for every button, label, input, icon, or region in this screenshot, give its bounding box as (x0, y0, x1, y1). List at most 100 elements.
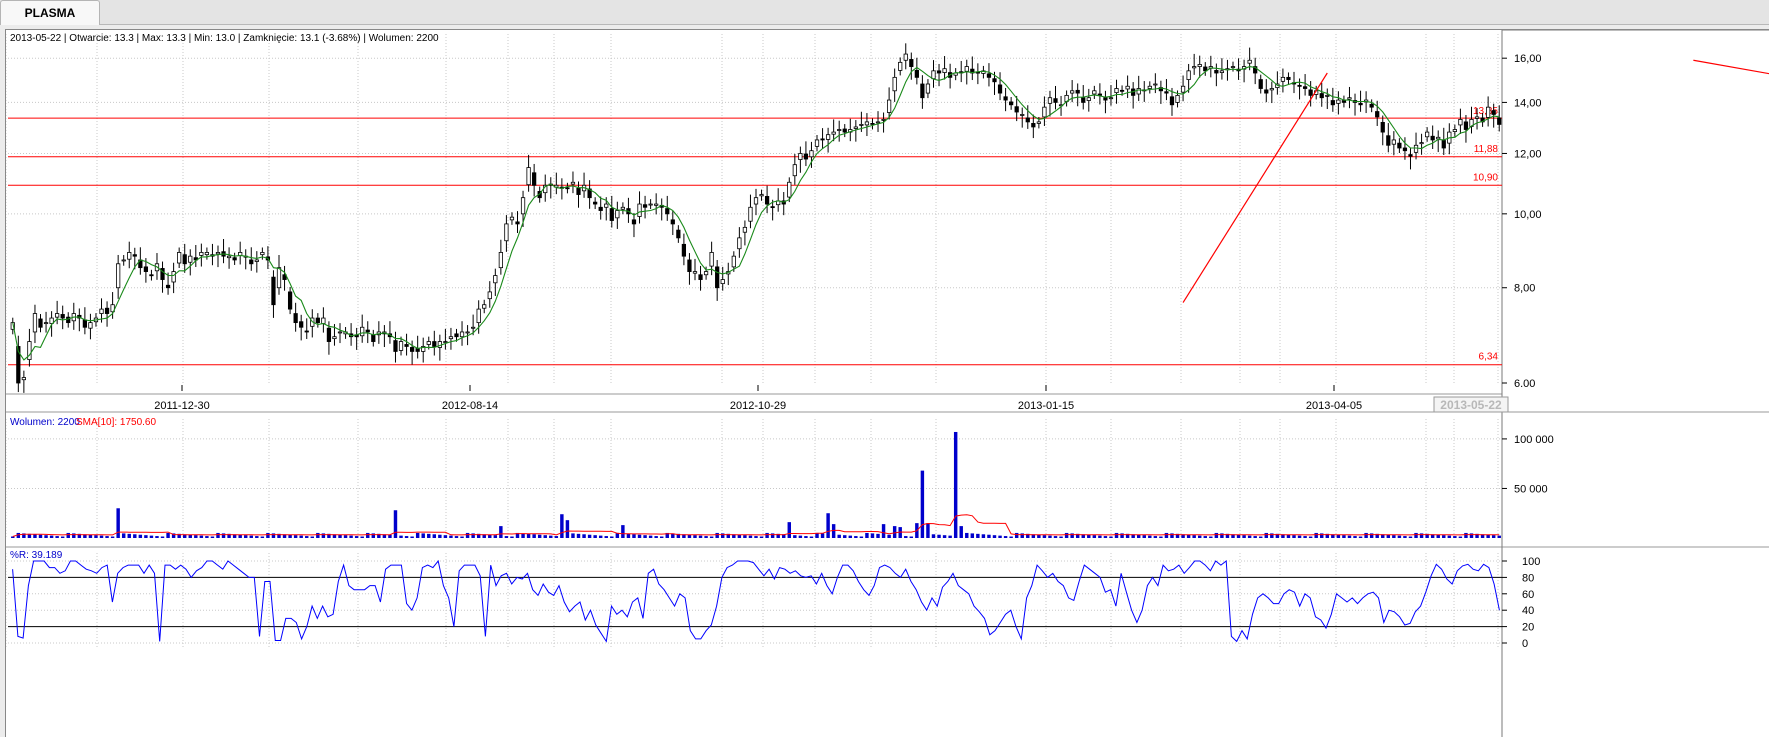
candle-body (465, 331, 470, 334)
wr-label: %R: 39.189 (10, 550, 63, 561)
volume-bar (16, 532, 21, 538)
volume-bar (715, 532, 719, 538)
volume-bar (177, 533, 181, 538)
volume-bar (615, 532, 620, 538)
volume-bar (1475, 533, 1479, 538)
candle-body (764, 196, 770, 205)
candle-body (742, 226, 748, 233)
candle-body (1436, 136, 1441, 140)
volume-bar (255, 536, 259, 538)
volume-bar (1059, 536, 1063, 538)
volume-bar (1186, 534, 1191, 538)
candle-body (404, 344, 409, 347)
volume-bar (244, 535, 248, 538)
candle-body (1380, 121, 1385, 133)
price-tick-label: 10,00 (1514, 209, 1542, 221)
candle-body (809, 150, 814, 158)
volume-bar (1114, 532, 1119, 538)
candle-body (753, 197, 759, 205)
volume-bar (948, 535, 952, 538)
volume-bar (465, 532, 470, 538)
candle-body (49, 317, 54, 324)
candle-body (870, 123, 875, 125)
candle-body (881, 118, 886, 121)
volume-bar (621, 525, 625, 538)
sma-line (12, 66, 1500, 361)
chart-canvas[interactable]: 13,35 11,88 10,90 6,34 16,00 14,00 12,00 10,00… (6, 30, 1769, 737)
candle-body (1474, 116, 1480, 119)
candle-body (1070, 90, 1075, 94)
volume-bar (1037, 534, 1041, 538)
candle-body (986, 73, 992, 78)
candle-body (110, 304, 115, 313)
horizontal-levels[interactable]: 13,35 11,88 10,90 6,34 (8, 106, 1502, 366)
candle-body (909, 59, 914, 67)
volume-bar (1491, 535, 1496, 538)
candle-body (1330, 100, 1335, 106)
candle-body (1230, 66, 1236, 68)
candle-body (287, 291, 293, 310)
candle-body (487, 291, 492, 300)
volume-bar (659, 536, 664, 538)
volume-bar (554, 536, 559, 538)
volume-bar (194, 535, 198, 538)
tab-bar: PLASMA (0, 0, 1769, 25)
candle-body (654, 203, 659, 206)
candle-body (1286, 76, 1291, 80)
trendlines[interactable] (1182, 59, 1769, 303)
sma-polyline (12, 66, 1500, 361)
volume-bar (815, 532, 819, 538)
volume-bar (582, 534, 586, 538)
candle-body (116, 263, 121, 289)
candle-body (892, 76, 897, 92)
candle-body (1347, 97, 1352, 100)
candle-body (931, 70, 936, 80)
candle-body (504, 223, 509, 242)
candle-body (66, 316, 71, 324)
volume-bar (1031, 534, 1036, 538)
volume-bar (11, 536, 15, 538)
candle-body (199, 252, 204, 256)
volume-bar (1419, 533, 1424, 538)
volume-bar (709, 536, 714, 538)
candle-body (604, 203, 609, 208)
volume-bar (959, 526, 963, 538)
volume-bar (798, 535, 803, 538)
volume-bar (388, 534, 392, 538)
candle-body (204, 252, 210, 256)
tab-plasma[interactable]: PLASMA (0, 0, 100, 25)
volume-bar (820, 533, 825, 538)
candle-body (670, 219, 675, 225)
volume-bar (1347, 535, 1352, 538)
volume-bar (22, 533, 26, 538)
price-tick-label: 12,00 (1514, 148, 1542, 160)
candle-body (1336, 99, 1341, 104)
candle-body (16, 346, 21, 384)
candle-body (121, 259, 126, 262)
axes: 16,00 14,00 12,00 10,00 8,00 6.00 2011-12-30 20… (154, 53, 1553, 650)
candle-body (593, 201, 598, 205)
volume-bar (604, 536, 608, 538)
candle-body (1169, 96, 1175, 106)
volume-bar (1048, 535, 1052, 538)
candle-body (1108, 97, 1114, 100)
volume-bar (277, 533, 281, 538)
candle-body (188, 255, 193, 263)
chart-window[interactable]: 13,35 11,88 10,90 6,34 16,00 14,00 12,00 10,00… (5, 29, 1769, 737)
volume-bar (1314, 532, 1318, 538)
volume-bar (881, 524, 886, 538)
volume-bar (144, 535, 148, 538)
volume-bar (354, 536, 359, 538)
candle-body (681, 243, 687, 257)
candle-body (1214, 70, 1219, 74)
volume-bar (121, 533, 126, 538)
candle-body (792, 164, 797, 177)
volume-bar (55, 536, 59, 538)
candle-body (1491, 110, 1496, 115)
volume-bar (1270, 533, 1274, 538)
volume-bar (770, 533, 775, 538)
candle-body (737, 237, 742, 250)
volume-bar (787, 522, 791, 538)
candle-body (914, 70, 919, 78)
candle-body (898, 61, 903, 71)
